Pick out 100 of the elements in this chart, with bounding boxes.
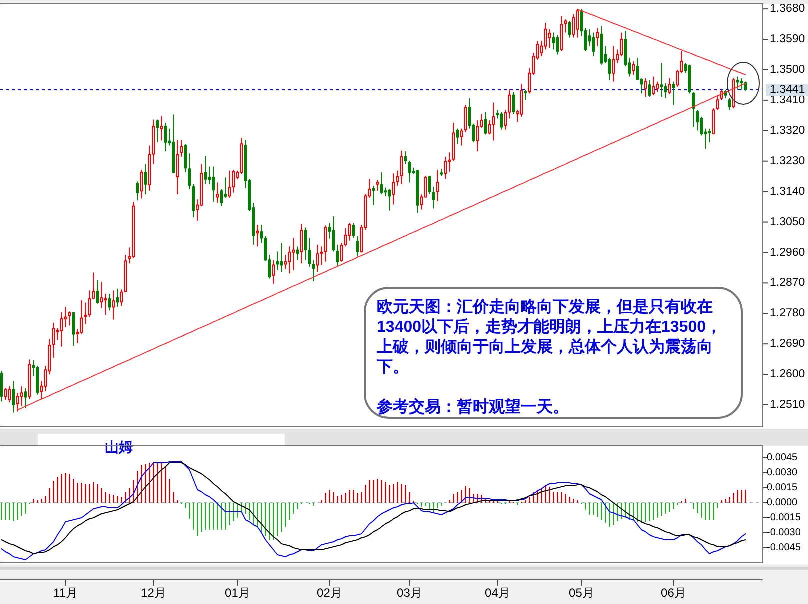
x-tick-label: 04月	[485, 586, 510, 600]
candlestick	[220, 188, 224, 207]
candlestick	[136, 181, 140, 202]
candlestick	[312, 260, 316, 282]
candlestick	[672, 81, 676, 106]
candlestick	[548, 28, 552, 48]
candlestick	[644, 78, 648, 98]
candlestick	[336, 244, 340, 268]
candlestick	[372, 186, 376, 206]
candlestick	[260, 224, 264, 244]
candlestick	[448, 152, 452, 172]
candlestick	[280, 242, 284, 273]
candlestick	[96, 280, 100, 304]
candlestick	[116, 288, 120, 308]
candlestick	[712, 108, 716, 136]
candlestick	[456, 128, 460, 145]
y-tick-label: 1.3500	[770, 64, 806, 76]
y-tick-label: 0.0030	[767, 468, 798, 479]
candlestick	[20, 386, 24, 407]
x-tick-label: 06月	[661, 586, 686, 600]
candlestick	[492, 102, 496, 142]
candlestick	[388, 188, 392, 212]
y-tick-label: 1.3050	[770, 216, 806, 228]
candlestick	[552, 32, 556, 50]
candlestick	[708, 128, 712, 143]
candlestick	[696, 110, 700, 132]
candlestick	[120, 289, 124, 307]
candlestick	[184, 144, 188, 174]
candlestick	[228, 170, 232, 198]
candlestick	[736, 76, 740, 90]
x-tick-label: 12月	[141, 586, 166, 600]
candlestick	[348, 222, 352, 242]
y-tick-label: 0.0000	[767, 498, 798, 509]
candlestick	[292, 238, 296, 271]
candlestick	[332, 216, 336, 252]
candlestick	[488, 120, 492, 136]
candlestick	[520, 84, 524, 118]
candlestick	[432, 186, 436, 210]
y-tick-label: -0.0015	[767, 512, 802, 524]
x-tick-label: 05月	[569, 586, 594, 600]
candlestick	[376, 180, 380, 192]
candlestick	[428, 175, 432, 196]
y-tick-label: 0.0045	[767, 452, 798, 464]
candlestick	[320, 246, 324, 266]
candlestick	[64, 306, 68, 328]
candlestick	[400, 150, 404, 185]
candlestick	[12, 380, 16, 414]
candlestick	[592, 32, 596, 57]
candlestick	[396, 170, 400, 187]
candlestick	[180, 140, 184, 158]
candlestick	[80, 300, 84, 335]
x-tick-label: 11月	[53, 586, 78, 600]
candlestick	[284, 254, 288, 270]
candlestick	[512, 91, 516, 115]
candlestick	[692, 91, 696, 128]
candlestick	[564, 19, 568, 34]
candlestick	[620, 32, 624, 57]
candlestick	[660, 62, 664, 98]
candlestick	[188, 153, 192, 190]
y-tick-label: 1.3140	[770, 186, 806, 198]
candlestick	[636, 58, 640, 81]
y-tick-label: 1.3410	[770, 94, 806, 106]
candlestick	[544, 22, 548, 50]
candlestick	[212, 166, 216, 202]
candlestick	[740, 78, 744, 90]
candlestick	[100, 282, 104, 309]
y-tick-label: 1.2870	[770, 277, 806, 290]
candlestick	[300, 223, 304, 264]
candlestick	[408, 160, 412, 184]
candlestick	[728, 98, 732, 111]
candlestick	[112, 290, 116, 320]
candlestick	[404, 151, 408, 165]
y-tick-label: 1.2690	[770, 338, 806, 350]
candlestick	[460, 128, 464, 146]
candlestick	[612, 46, 616, 82]
candlestick	[72, 312, 76, 347]
line-series	[577, 8, 746, 76]
candlestick	[88, 290, 92, 318]
y-tick-label: 1.3590	[770, 34, 806, 46]
candlestick	[352, 222, 356, 239]
x-tick-label: 01月	[225, 586, 250, 600]
candlestick	[596, 28, 600, 47]
candlestick	[744, 81, 748, 92]
candlestick	[568, 20, 572, 38]
candlestick	[392, 173, 396, 206]
candlestick	[288, 246, 292, 274]
candlestick	[52, 322, 56, 358]
candlestick	[4, 388, 8, 400]
candlestick	[108, 294, 112, 312]
candlestick	[272, 260, 276, 284]
candlestick	[652, 76, 656, 96]
candlestick	[164, 122, 168, 152]
annotation: 欧元天图：汇价走向略向下发展，但是只有收在13400以下后，走势才能明朗，上压力在13500，上破，则倾向于向上发展，总体个人认为震荡向下。	[376, 298, 722, 376]
candlestick	[24, 388, 28, 409]
candlestick	[464, 104, 468, 133]
candlestick	[140, 170, 144, 200]
candlestick	[68, 311, 72, 326]
candlestick	[576, 8, 580, 38]
y-tick-label: 1.2960	[770, 246, 806, 259]
candlestick	[608, 58, 612, 81]
